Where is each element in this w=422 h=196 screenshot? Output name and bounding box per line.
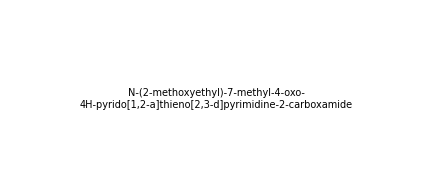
Text: N-(2-methoxyethyl)-7-methyl-4-oxo-
4H-pyrido[1,2-a]thieno[2,3-d]pyrimidine-2-car: N-(2-methoxyethyl)-7-methyl-4-oxo- 4H-py…	[80, 88, 353, 110]
